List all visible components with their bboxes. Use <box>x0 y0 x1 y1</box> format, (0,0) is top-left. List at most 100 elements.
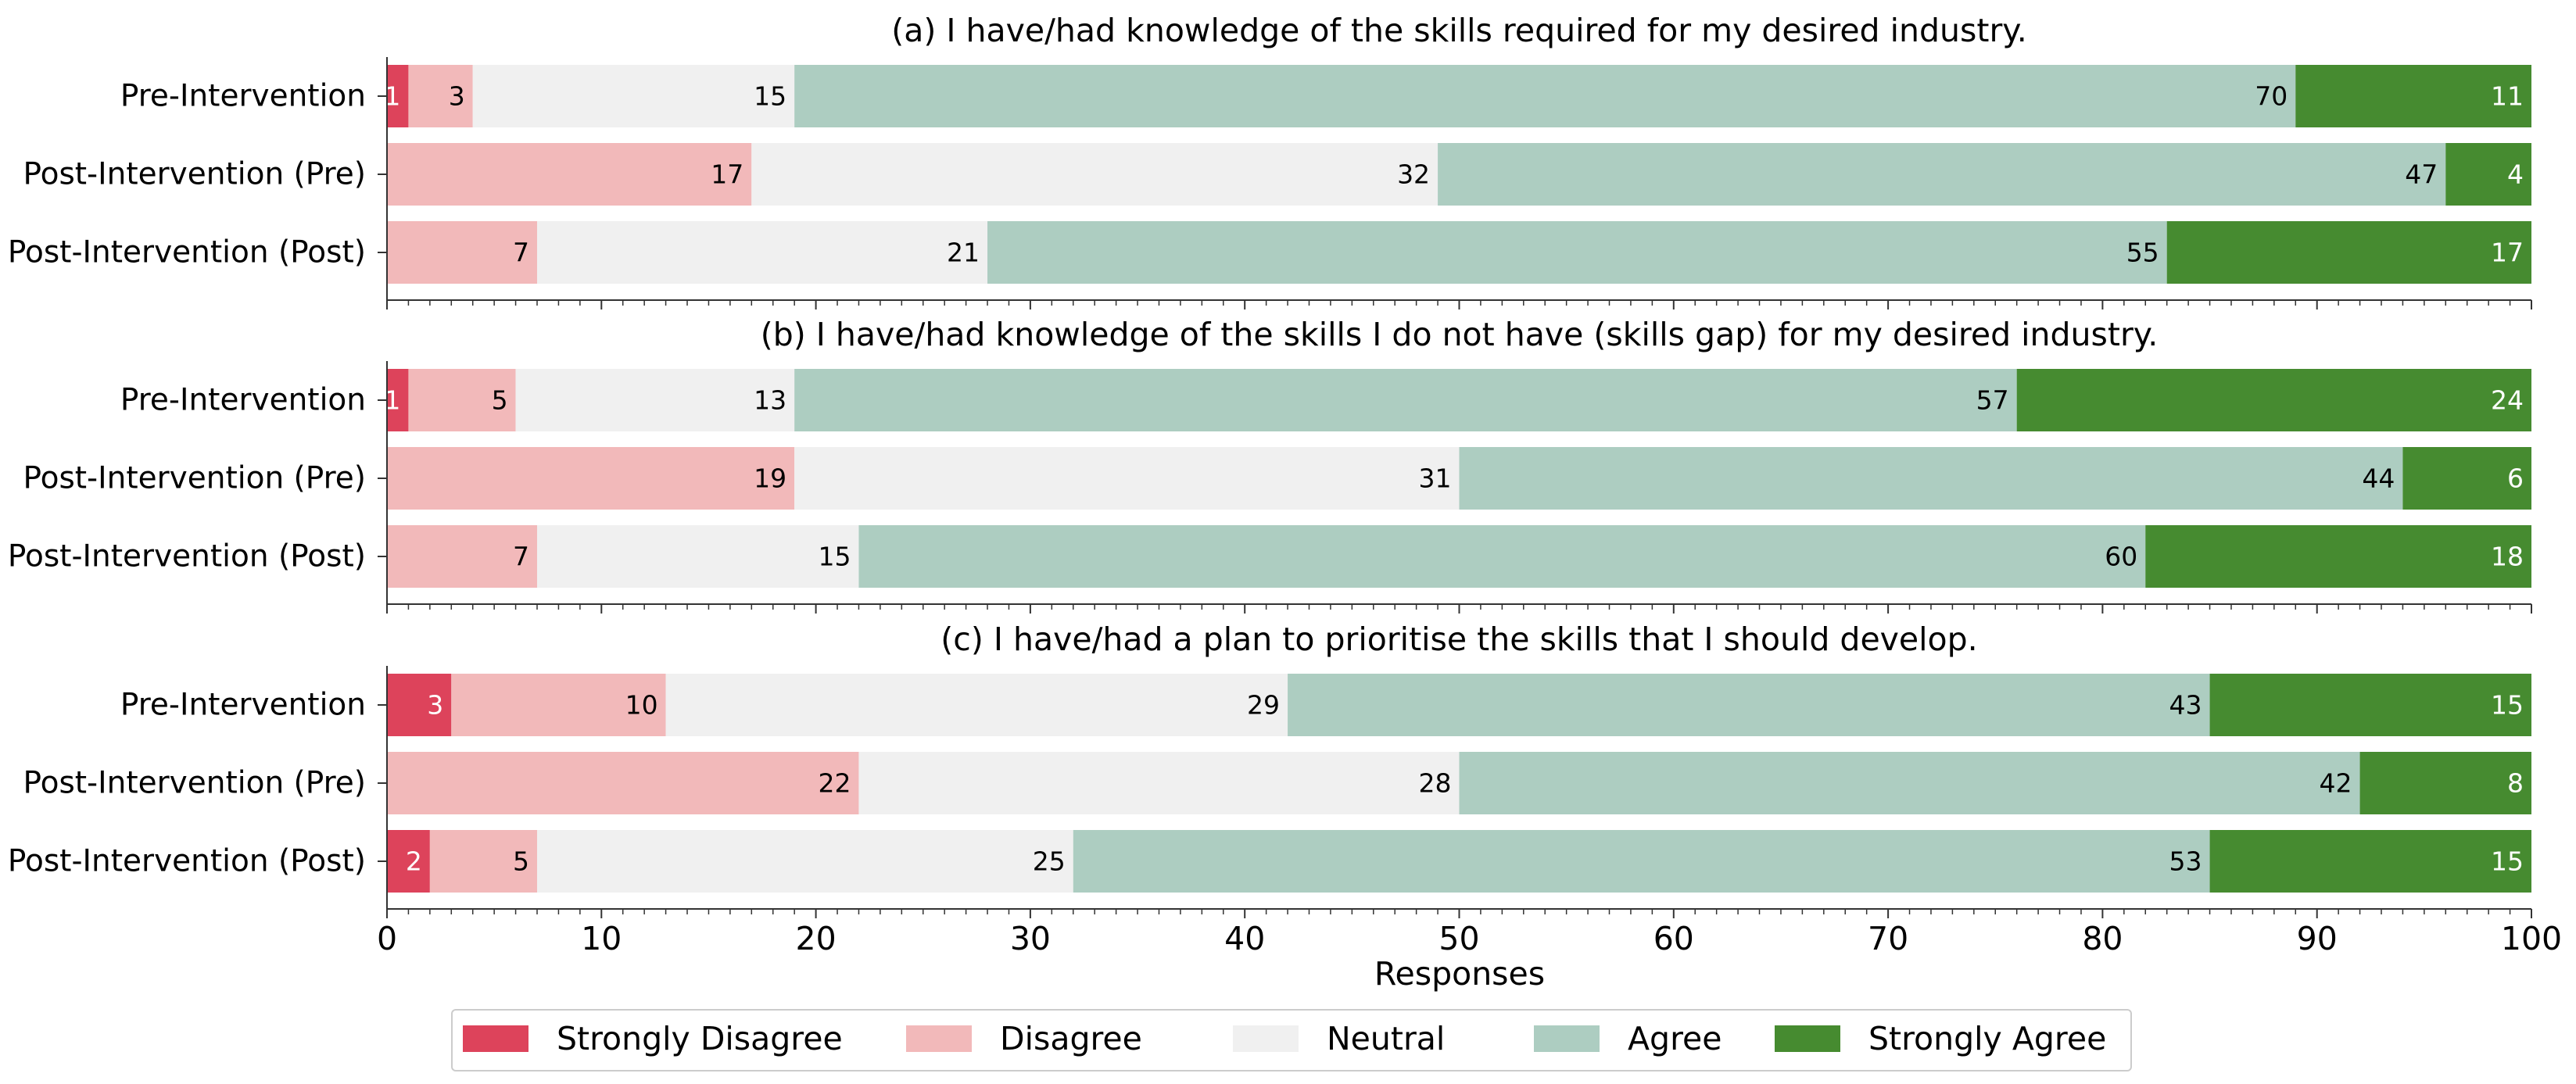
legend-item: Neutral <box>1233 1020 1445 1057</box>
x-tick-label: 40 <box>1224 920 1265 957</box>
data-label: 6 <box>2507 463 2524 494</box>
bar-segment <box>2209 830 2531 893</box>
x-tick-label: 20 <box>796 920 837 957</box>
data-label: 25 <box>1033 846 1066 877</box>
bar-segment <box>2295 65 2531 127</box>
data-label: 5 <box>513 846 529 877</box>
data-label: 7 <box>513 542 529 572</box>
x-tick-label: 70 <box>1868 920 1908 957</box>
category-label: Post-Intervention (Post) <box>8 844 366 879</box>
legend-label: Neutral <box>1327 1020 1445 1057</box>
bar-segment <box>858 752 1460 814</box>
bar-segment <box>2145 525 2531 588</box>
data-label: 19 <box>754 463 786 494</box>
bar-segment <box>794 65 2296 127</box>
category-label: Post-Intervention (Post) <box>8 539 366 574</box>
legend: Strongly Disagree Disagree Neutral Agree Str… <box>451 1009 2132 1071</box>
panel-title: (b) I have/had knowledge of the skills I… <box>761 316 2159 353</box>
bar-segment <box>387 221 538 284</box>
category-label: Post-Intervention (Pre) <box>23 461 366 496</box>
x-axis: 0 10 20 30 40 50 60 70 80 90 100 <box>377 920 2562 957</box>
data-label: 7 <box>513 238 529 268</box>
data-label: 13 <box>754 385 786 416</box>
data-label: 1 <box>384 81 400 112</box>
legend-swatch <box>906 1025 972 1052</box>
x-tick-label: 30 <box>1010 920 1051 957</box>
bar-segment <box>2016 369 2531 431</box>
data-label: 17 <box>711 159 743 190</box>
data-label: 28 <box>1419 768 1452 799</box>
bar-segment <box>387 752 859 814</box>
data-label: 4 <box>2507 159 2524 190</box>
bar-segment <box>537 830 1073 893</box>
x-tick-label: 50 <box>1438 920 1479 957</box>
data-label: 17 <box>2491 238 2524 268</box>
bar-segment <box>537 525 859 588</box>
x-tick-label: 100 <box>2501 920 2562 957</box>
x-tick-label: 0 <box>377 920 397 957</box>
legend-label: Strongly Disagree <box>557 1020 843 1057</box>
data-label: 70 <box>2255 81 2288 112</box>
data-label: 43 <box>2169 690 2202 721</box>
data-label: 60 <box>2105 542 2137 572</box>
category-label: Pre-Intervention <box>120 79 366 114</box>
data-label: 15 <box>2491 690 2524 721</box>
data-label: 22 <box>818 768 851 799</box>
bar-segment <box>387 65 409 127</box>
data-label: 21 <box>947 238 980 268</box>
legend-label: Agree <box>1628 1020 1722 1057</box>
data-label: 32 <box>1397 159 1430 190</box>
bar-segment <box>1288 674 2210 736</box>
data-label: 18 <box>2491 542 2524 572</box>
data-label: 24 <box>2491 385 2524 416</box>
legend-item: Strongly Agree <box>1775 1020 2106 1057</box>
bar-segment <box>408 65 473 127</box>
bar-segment <box>387 525 538 588</box>
data-label: 2 <box>406 846 422 877</box>
data-label: 1 <box>384 385 400 416</box>
data-label: 11 <box>2491 81 2524 112</box>
chart-panels: (a) I have/had knowledge of the skills r… <box>8 12 2532 918</box>
data-label: 3 <box>449 81 465 112</box>
legend-swatch <box>1233 1025 1299 1052</box>
data-label: 15 <box>2491 846 2524 877</box>
data-label: 44 <box>2362 463 2395 494</box>
bar-segment <box>537 221 988 284</box>
category-label: Post-Intervention (Post) <box>8 235 366 270</box>
panel-3: (c) I have/had a plan to prioritise the … <box>8 621 2532 918</box>
bar-segment <box>1073 830 2210 893</box>
bar-segment <box>387 830 430 893</box>
bar-segment <box>2166 221 2531 284</box>
panel-title: (c) I have/had a plan to prioritise the … <box>940 621 1977 658</box>
bar-segment <box>1438 143 2446 206</box>
legend-item: Strongly Disagree <box>463 1020 843 1057</box>
data-label: 29 <box>1247 690 1280 721</box>
bar-segment <box>858 525 2146 588</box>
data-label: 3 <box>427 690 443 721</box>
bar-segment <box>665 674 1288 736</box>
bar-segment <box>387 143 752 206</box>
category-label: Pre-Intervention <box>120 383 366 418</box>
bar-segment <box>2402 447 2531 510</box>
bar-segment <box>2445 143 2531 206</box>
bar-segment <box>751 143 1438 206</box>
data-label: 57 <box>1976 385 2009 416</box>
data-label: 55 <box>2126 238 2159 268</box>
category-label: Pre-Intervention <box>120 688 366 723</box>
x-tick-label: 60 <box>1653 920 1694 957</box>
data-label: 5 <box>492 385 508 416</box>
legend-item: Agree <box>1534 1020 1722 1057</box>
bar-segment <box>387 447 795 510</box>
data-label: 15 <box>754 81 786 112</box>
data-label: 31 <box>1419 463 1452 494</box>
bar-segment <box>1459 447 2403 510</box>
category-label: Post-Intervention (Pre) <box>23 766 366 801</box>
data-label: 15 <box>818 542 851 572</box>
bar-segment <box>387 674 452 736</box>
panel-2: (b) I have/had knowledge of the skills I… <box>8 316 2532 614</box>
bar-segment <box>1459 752 2360 814</box>
bar-segment <box>987 221 2167 284</box>
bar-segment <box>387 369 409 431</box>
bar-segment <box>2209 674 2531 736</box>
